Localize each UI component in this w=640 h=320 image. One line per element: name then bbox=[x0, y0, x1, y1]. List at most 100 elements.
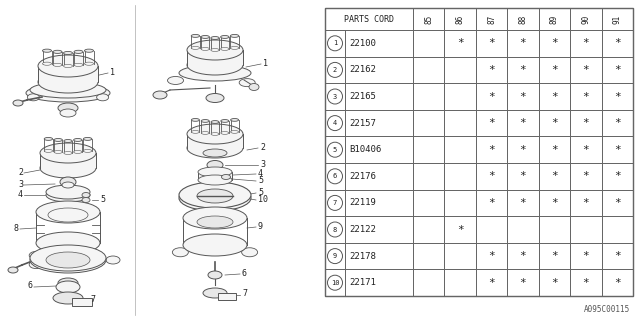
Bar bbox=[508, 30, 539, 57]
Bar bbox=[325, 243, 345, 269]
Ellipse shape bbox=[58, 103, 78, 113]
Ellipse shape bbox=[207, 161, 223, 170]
Bar bbox=[187, 50, 243, 65]
Text: *: * bbox=[520, 92, 526, 101]
Bar bbox=[444, 190, 476, 216]
Ellipse shape bbox=[44, 137, 52, 140]
Bar bbox=[325, 269, 345, 296]
Bar bbox=[413, 8, 444, 30]
Bar bbox=[570, 30, 602, 57]
Bar bbox=[602, 8, 633, 30]
Text: *: * bbox=[488, 278, 495, 288]
Bar bbox=[602, 57, 633, 83]
Text: 88: 88 bbox=[518, 14, 527, 24]
Bar bbox=[413, 243, 444, 269]
Bar bbox=[345, 136, 413, 163]
Ellipse shape bbox=[62, 182, 74, 188]
Bar bbox=[570, 243, 602, 269]
Text: *: * bbox=[614, 145, 621, 155]
Text: A095C00115: A095C00115 bbox=[584, 305, 630, 314]
Bar bbox=[539, 163, 570, 189]
Text: 22165: 22165 bbox=[349, 92, 376, 101]
Text: 1: 1 bbox=[333, 40, 337, 46]
Bar bbox=[345, 163, 413, 189]
Text: *: * bbox=[614, 171, 621, 181]
Text: B10406: B10406 bbox=[349, 145, 381, 154]
Ellipse shape bbox=[230, 118, 239, 121]
Bar bbox=[325, 216, 345, 243]
Ellipse shape bbox=[42, 62, 51, 65]
Text: *: * bbox=[582, 38, 589, 48]
Bar bbox=[539, 136, 570, 163]
Text: 6: 6 bbox=[28, 282, 33, 291]
Bar bbox=[413, 163, 444, 189]
Bar bbox=[325, 136, 345, 163]
Ellipse shape bbox=[46, 252, 90, 268]
Bar bbox=[570, 269, 602, 296]
Ellipse shape bbox=[63, 52, 72, 55]
Text: 87: 87 bbox=[487, 14, 496, 24]
Bar bbox=[602, 216, 633, 243]
Ellipse shape bbox=[221, 47, 229, 51]
Bar bbox=[508, 243, 539, 269]
Ellipse shape bbox=[183, 234, 247, 256]
Text: 22100: 22100 bbox=[349, 39, 376, 48]
Bar bbox=[539, 57, 570, 83]
Ellipse shape bbox=[221, 132, 229, 134]
Ellipse shape bbox=[60, 177, 76, 187]
Text: 3: 3 bbox=[260, 159, 265, 169]
Text: *: * bbox=[582, 198, 589, 208]
Ellipse shape bbox=[63, 64, 72, 68]
Bar bbox=[413, 110, 444, 136]
Bar bbox=[539, 243, 570, 269]
Bar bbox=[413, 30, 444, 57]
Text: *: * bbox=[488, 92, 495, 101]
Bar bbox=[345, 269, 413, 296]
Bar bbox=[345, 190, 413, 216]
Ellipse shape bbox=[201, 36, 209, 38]
Text: *: * bbox=[614, 92, 621, 101]
Ellipse shape bbox=[187, 124, 243, 144]
Bar bbox=[345, 57, 413, 83]
Text: *: * bbox=[488, 145, 495, 155]
Text: *: * bbox=[582, 65, 589, 75]
Ellipse shape bbox=[179, 65, 251, 81]
Bar bbox=[476, 163, 508, 189]
Ellipse shape bbox=[53, 50, 62, 53]
Ellipse shape bbox=[221, 120, 229, 122]
Text: *: * bbox=[520, 278, 526, 288]
Bar bbox=[539, 30, 570, 57]
Text: 1: 1 bbox=[263, 59, 268, 68]
Text: *: * bbox=[551, 171, 558, 181]
Ellipse shape bbox=[201, 132, 209, 134]
Ellipse shape bbox=[221, 36, 229, 38]
Ellipse shape bbox=[191, 46, 200, 49]
Bar bbox=[570, 57, 602, 83]
Circle shape bbox=[328, 169, 342, 184]
Bar bbox=[325, 8, 413, 30]
Bar bbox=[476, 243, 508, 269]
Ellipse shape bbox=[42, 49, 51, 52]
Ellipse shape bbox=[201, 47, 209, 51]
Bar bbox=[413, 57, 444, 83]
Text: *: * bbox=[614, 118, 621, 128]
Bar bbox=[508, 57, 539, 83]
Ellipse shape bbox=[197, 189, 233, 203]
Bar bbox=[602, 30, 633, 57]
Ellipse shape bbox=[8, 267, 18, 273]
Bar bbox=[508, 269, 539, 296]
Ellipse shape bbox=[211, 121, 219, 124]
Ellipse shape bbox=[60, 109, 76, 117]
Bar bbox=[345, 243, 413, 269]
Bar bbox=[570, 110, 602, 136]
Text: *: * bbox=[520, 65, 526, 75]
Bar bbox=[413, 190, 444, 216]
Bar bbox=[444, 163, 476, 189]
Text: *: * bbox=[457, 225, 463, 235]
Text: 7: 7 bbox=[242, 290, 247, 299]
Text: *: * bbox=[582, 145, 589, 155]
Bar bbox=[38, 66, 98, 82]
Text: *: * bbox=[582, 251, 589, 261]
Text: *: * bbox=[488, 251, 495, 261]
Bar bbox=[72, 298, 92, 306]
